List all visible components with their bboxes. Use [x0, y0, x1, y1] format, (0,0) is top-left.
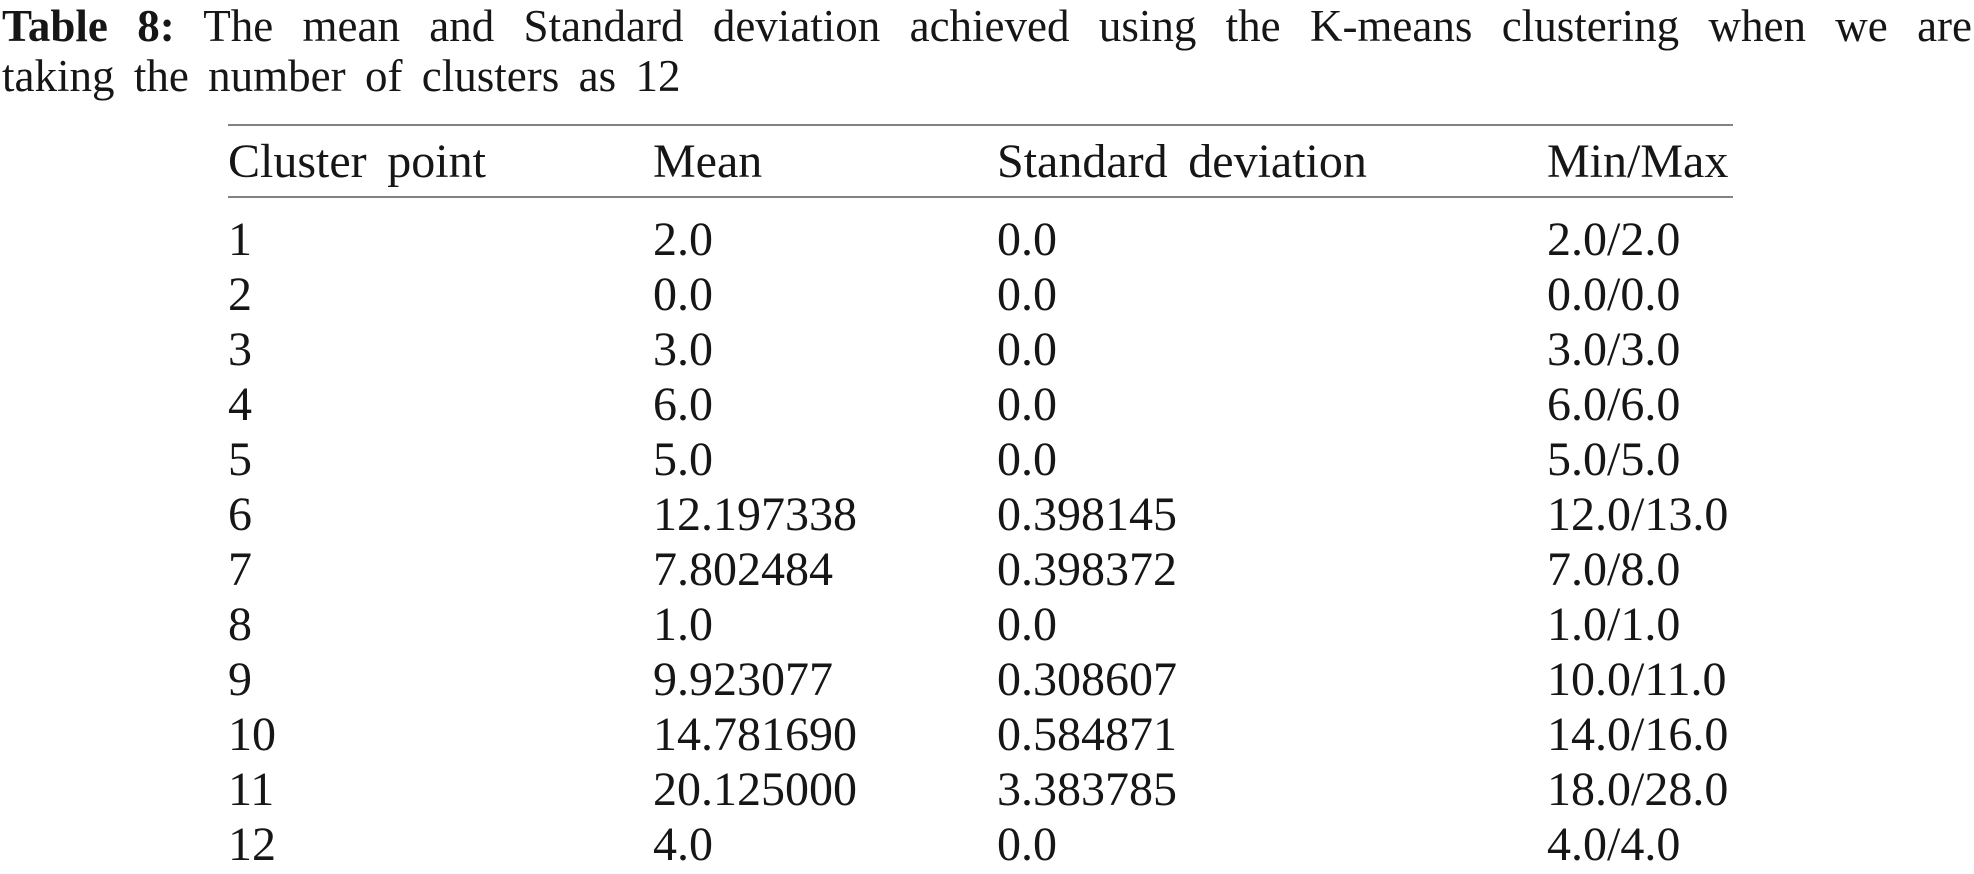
- cluster-point-cell: 4: [228, 378, 252, 431]
- min-max-cell: 5.0/5.0: [1547, 433, 1681, 486]
- caption-text-line-1: The mean and Standard deviation achieved…: [203, 1, 1972, 51]
- standard-deviation-cell: 0.0: [997, 213, 1057, 266]
- mean-cell: 1.0: [653, 598, 713, 651]
- mean-cell: 2.0: [653, 213, 713, 266]
- col-header-cluster-point: Cluster point: [228, 125, 653, 198]
- caption-line-1: Table 8: The mean and Standard deviation…: [2, 1, 1972, 51]
- table-row: 6 12.197338 0.398145 12.0/13.0: [228, 487, 1733, 542]
- min-max-cell: 1.0/1.0: [1547, 598, 1681, 651]
- table-row: 12 4.0 0.0 4.0/4.0: [228, 817, 1733, 874]
- table-caption: Table 8: The mean and Standard deviation…: [0, 0, 1974, 101]
- cluster-point-cell: 6: [228, 488, 252, 541]
- standard-deviation-cell: 0.0: [997, 268, 1057, 321]
- standard-deviation-cell: 0.584871: [997, 708, 1177, 761]
- cluster-point-cell: 12: [228, 818, 276, 871]
- table-header: Cluster point Mean Standard deviation Mi…: [228, 125, 1733, 198]
- mean-cell: 12.197338: [653, 488, 857, 541]
- min-max-cell: 18.0/28.0: [1547, 763, 1729, 816]
- table-row: 3 3.0 0.0 3.0/3.0: [228, 322, 1733, 377]
- table-row: 4 6.0 0.0 6.0/6.0: [228, 377, 1733, 432]
- mean-cell: 5.0: [653, 433, 713, 486]
- mean-cell: 20.125000: [653, 763, 857, 816]
- min-max-cell: 14.0/16.0: [1547, 708, 1729, 761]
- cluster-point-cell: 8: [228, 598, 252, 651]
- table-row: 10 14.781690 0.584871 14.0/16.0: [228, 707, 1733, 762]
- table-row: 2 0.0 0.0 0.0/0.0: [228, 267, 1733, 322]
- min-max-cell: 0.0/0.0: [1547, 268, 1681, 321]
- col-header-mean: Mean: [653, 125, 997, 198]
- mean-cell: 6.0: [653, 378, 713, 431]
- min-max-cell: 4.0/4.0: [1547, 818, 1681, 871]
- cluster-point-cell: 9: [228, 653, 252, 706]
- standard-deviation-cell: 0.0: [997, 598, 1057, 651]
- min-max-cell: 10.0/11.0: [1547, 653, 1727, 706]
- mean-cell: 14.781690: [653, 708, 857, 761]
- standard-deviation-cell: 0.0: [997, 818, 1057, 871]
- min-max-cell: 7.0/8.0: [1547, 543, 1681, 596]
- standard-deviation-cell: 0.0: [997, 378, 1057, 431]
- col-header-standard-deviation: Standard deviation: [997, 125, 1547, 198]
- min-max-cell: 12.0/13.0: [1547, 488, 1729, 541]
- cluster-point-cell: 1: [228, 213, 252, 266]
- cluster-point-cell: 7: [228, 543, 252, 596]
- cluster-point-cell: 2: [228, 268, 252, 321]
- mean-cell: 7.802484: [653, 543, 833, 596]
- cluster-point-cell: 10: [228, 708, 276, 761]
- cluster-point-cell: 3: [228, 323, 252, 376]
- table-row: 7 7.802484 0.398372 7.0/8.0: [228, 542, 1733, 597]
- min-max-cell: 2.0/2.0: [1547, 213, 1681, 266]
- standard-deviation-cell: 0.308607: [997, 653, 1177, 706]
- table-row: 9 9.923077 0.308607 10.0/11.0: [228, 652, 1733, 707]
- cluster-point-cell: 11: [228, 763, 275, 816]
- mean-cell: 3.0: [653, 323, 713, 376]
- col-header-min-max: Min/Max: [1547, 125, 1733, 198]
- kmeans-clusters-table: Cluster point Mean Standard deviation Mi…: [228, 124, 1733, 874]
- mean-cell: 0.0: [653, 268, 713, 321]
- standard-deviation-cell: 0.0: [997, 323, 1057, 376]
- min-max-cell: 6.0/6.0: [1547, 378, 1681, 431]
- table-body: 1 2.0 0.0 2.0/2.0 2 0.0 0.0 0.0/0.0 3 3.…: [228, 197, 1733, 874]
- table-row: 1 2.0 0.0 2.0/2.0: [228, 197, 1733, 267]
- table-row: 11 20.125000 3.383785 18.0/28.0: [228, 762, 1733, 817]
- mean-cell: 4.0: [653, 818, 713, 871]
- caption-table-label: Table 8:: [2, 1, 175, 51]
- header-row: Cluster point Mean Standard deviation Mi…: [228, 125, 1733, 198]
- standard-deviation-cell: 3.383785: [997, 763, 1177, 816]
- min-max-cell: 3.0/3.0: [1547, 323, 1681, 376]
- mean-cell: 9.923077: [653, 653, 833, 706]
- caption-line-2: taking the number of clusters as 12: [2, 51, 681, 101]
- cluster-point-cell: 5: [228, 433, 252, 486]
- table-row: 5 5.0 0.0 5.0/5.0: [228, 432, 1733, 487]
- table-row: 8 1.0 0.0 1.0/1.0: [228, 597, 1733, 652]
- standard-deviation-cell: 0.0: [997, 433, 1057, 486]
- standard-deviation-cell: 0.398372: [997, 543, 1177, 596]
- standard-deviation-cell: 0.398145: [997, 488, 1177, 541]
